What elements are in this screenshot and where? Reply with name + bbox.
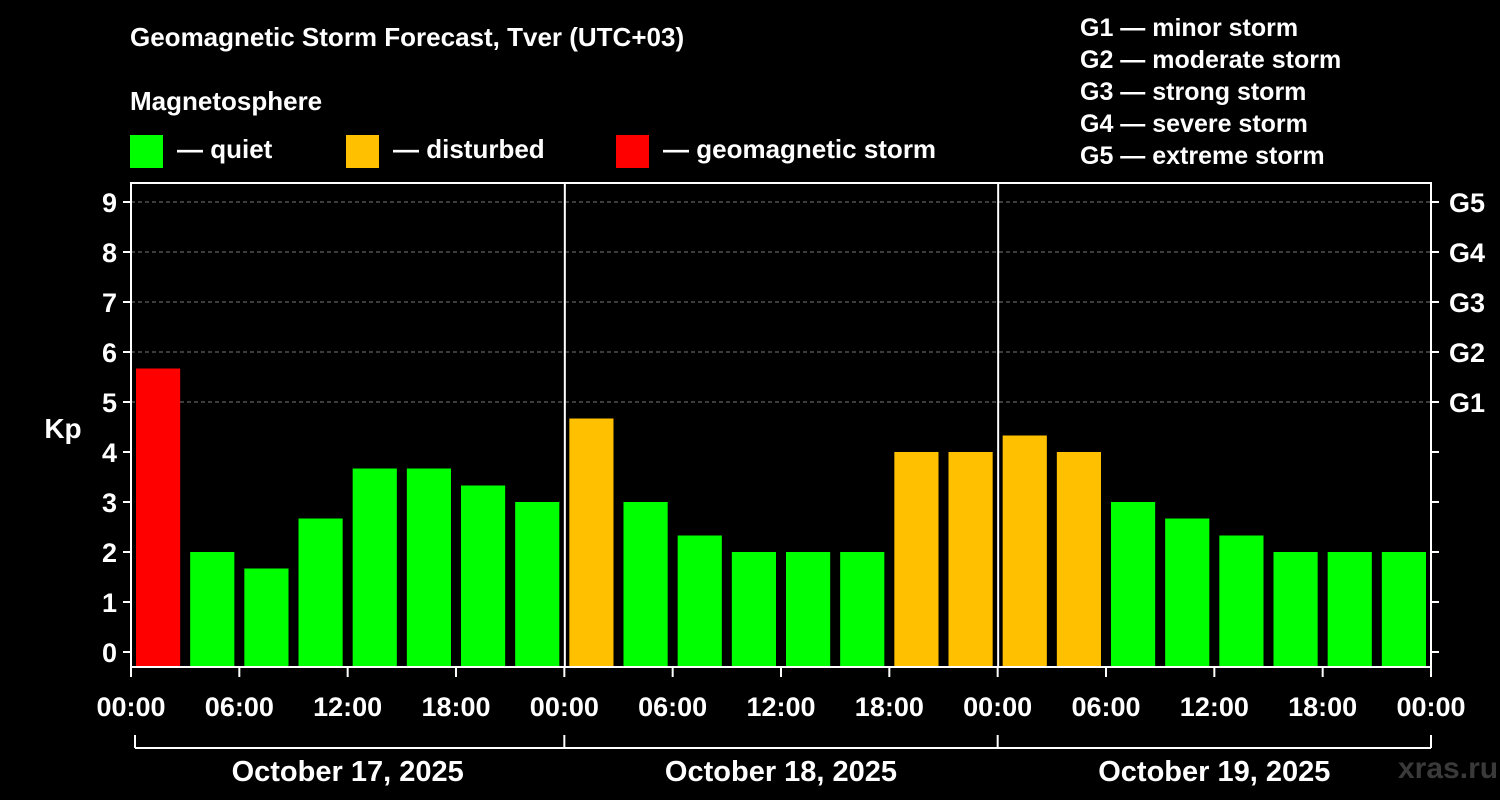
kp-bar bbox=[569, 418, 614, 667]
y-tick-label: 9 bbox=[102, 188, 117, 218]
kp-bar bbox=[136, 368, 181, 667]
y-tick-label: 1 bbox=[102, 588, 117, 618]
chart-title: Geomagnetic Storm Forecast, Tver (UTC+03… bbox=[130, 22, 685, 52]
y-tick-label: 8 bbox=[102, 238, 117, 268]
x-tick-label: 00:00 bbox=[96, 692, 165, 722]
y-tick-label: 6 bbox=[102, 338, 117, 368]
y-tick-label: 5 bbox=[102, 388, 117, 418]
y-tick-label: 7 bbox=[102, 288, 117, 318]
kp-bar bbox=[1002, 435, 1047, 667]
kp-bar bbox=[1219, 535, 1264, 667]
kp-bar bbox=[244, 568, 289, 667]
kp-bar bbox=[894, 452, 939, 667]
day-label: October 17, 2025 bbox=[232, 756, 464, 788]
kp-bar bbox=[623, 502, 668, 667]
kp-bar bbox=[1111, 502, 1156, 667]
kp-bar bbox=[352, 468, 397, 667]
y-tick-label: 2 bbox=[102, 538, 117, 568]
g-level-label: G3 bbox=[1449, 288, 1485, 318]
legend-heading: Magnetosphere bbox=[130, 86, 323, 116]
x-tick-label: 18:00 bbox=[421, 692, 490, 722]
x-tick-label: 18:00 bbox=[855, 692, 924, 722]
y-tick-label: 3 bbox=[102, 488, 117, 518]
x-tick-label: 12:00 bbox=[746, 692, 815, 722]
g-level-label: G2 bbox=[1449, 338, 1485, 368]
g-scale-g3: G3 — strong storm bbox=[1080, 78, 1307, 106]
kp-bar bbox=[515, 502, 560, 667]
x-tick-label: 12:00 bbox=[1180, 692, 1249, 722]
y-tick-label: 0 bbox=[102, 638, 117, 668]
kp-bar bbox=[298, 518, 343, 667]
kp-bar bbox=[1381, 552, 1426, 667]
kp-bar bbox=[406, 468, 451, 667]
day-label: October 18, 2025 bbox=[665, 756, 897, 788]
x-tick-label: 00:00 bbox=[1396, 692, 1465, 722]
x-tick-label: 06:00 bbox=[638, 692, 707, 722]
g-level-label: G1 bbox=[1449, 388, 1485, 418]
y-tick-label: 4 bbox=[102, 438, 117, 468]
legend-swatch-disturbed bbox=[346, 135, 379, 168]
x-tick-label: 00:00 bbox=[963, 692, 1032, 722]
kp-bar bbox=[1327, 552, 1372, 667]
kp-bar bbox=[1273, 552, 1318, 667]
legend-label-disturbed: — disturbed bbox=[393, 134, 545, 164]
y-axis-label: Kp bbox=[44, 413, 81, 444]
kp-bar bbox=[190, 552, 235, 667]
legend-swatch-quiet bbox=[130, 135, 163, 168]
x-tick-label: 12:00 bbox=[313, 692, 382, 722]
kp-bar bbox=[840, 552, 885, 667]
kp-bar bbox=[461, 485, 506, 667]
legend-label-quiet: — quiet bbox=[177, 134, 273, 164]
g-scale-g5: G5 — extreme storm bbox=[1080, 142, 1325, 170]
kp-bar bbox=[786, 552, 831, 667]
brand-watermark: xras.ru bbox=[1398, 752, 1499, 785]
kp-bar bbox=[1056, 452, 1101, 667]
legend-swatch-storm bbox=[616, 135, 649, 168]
legend-label-storm: — geomagnetic storm bbox=[663, 134, 937, 164]
x-tick-label: 06:00 bbox=[205, 692, 274, 722]
kp-bar bbox=[731, 552, 776, 667]
x-tick-label: 18:00 bbox=[1288, 692, 1357, 722]
day-label: October 19, 2025 bbox=[1098, 756, 1330, 788]
g-scale-g1: G1 — minor storm bbox=[1080, 14, 1299, 42]
kp-bar bbox=[677, 535, 722, 667]
g-level-label: G4 bbox=[1449, 238, 1485, 268]
g-scale-g2: G2 — moderate storm bbox=[1080, 46, 1342, 74]
kp-bar bbox=[1165, 518, 1210, 667]
kp-bar bbox=[948, 452, 993, 667]
x-tick-label: 06:00 bbox=[1071, 692, 1140, 722]
x-tick-label: 00:00 bbox=[530, 692, 599, 722]
g-scale-g4: G4 — severe storm bbox=[1080, 110, 1308, 138]
g-level-label: G5 bbox=[1449, 188, 1485, 218]
